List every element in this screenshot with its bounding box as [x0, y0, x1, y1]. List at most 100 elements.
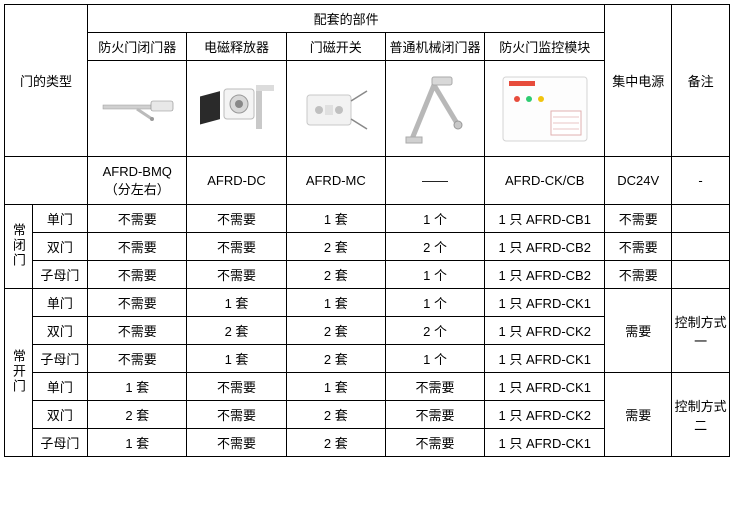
cell: 不需要: [187, 205, 286, 233]
cell: 不需要: [88, 345, 187, 373]
cell: 不需要: [385, 401, 484, 429]
subtype: 单门: [32, 289, 87, 317]
subtype: 双门: [32, 233, 87, 261]
cell: 1 只 AFRD-CK1: [485, 289, 605, 317]
model-comp2: AFRD-DC: [187, 157, 286, 205]
group-closed: 常闭门: [5, 205, 33, 289]
comp2-header: 电磁释放器: [187, 33, 286, 61]
cell: 需要: [605, 289, 672, 373]
comp5-image: [485, 61, 605, 157]
subtype: 子母门: [32, 429, 87, 457]
cell: 1 个: [385, 261, 484, 289]
cell: 1 套: [88, 429, 187, 457]
cell: 1 套: [187, 289, 286, 317]
open-a-single-row: 常开门 单门 不需要 1 套 1 套 1 个 1 只 AFRD-CK1 需要 控…: [5, 289, 730, 317]
components-header: 配套的部件: [88, 5, 605, 33]
cell: 不需要: [385, 373, 484, 401]
cell: 1 只 AFRD-CB2: [485, 261, 605, 289]
comp3-image: [286, 61, 385, 157]
cell: 不需要: [187, 261, 286, 289]
cell: 不需要: [187, 233, 286, 261]
cell: 不需要: [187, 401, 286, 429]
cell: 不需要: [605, 233, 672, 261]
comp4-header: 普通机械闭门器: [385, 33, 484, 61]
cell: [672, 261, 730, 289]
cell: [672, 205, 730, 233]
cell: 1 套: [286, 289, 385, 317]
comp3-header: 门磁开关: [286, 33, 385, 61]
door-closer-icon: [97, 89, 177, 129]
subtype: 双门: [32, 401, 87, 429]
closed-mother-row: 子母门 不需要 不需要 2 套 1 个 1 只 AFRD-CB2 不需要: [5, 261, 730, 289]
cell: 2 套: [286, 429, 385, 457]
model-row-blank: [5, 157, 88, 205]
cell: 2 套: [286, 233, 385, 261]
cell: 不需要: [88, 205, 187, 233]
model-comp1: AFRD-BMQ（分左右）: [88, 157, 187, 205]
note-mode2: 控制方式二: [672, 373, 730, 457]
cell: 2 套: [286, 261, 385, 289]
cell: 1 只 AFRD-CK2: [485, 401, 605, 429]
cell: 2 套: [187, 317, 286, 345]
cell: 2 套: [286, 401, 385, 429]
cell: 1 只 AFRD-CB2: [485, 233, 605, 261]
cell: 2 个: [385, 317, 484, 345]
header-row-1: 门的类型 配套的部件 集中电源 备注: [5, 5, 730, 33]
cell: 1 套: [286, 373, 385, 401]
subtype: 子母门: [32, 261, 87, 289]
cell: 不需要: [605, 205, 672, 233]
subtype: 双门: [32, 317, 87, 345]
model-comp5: AFRD-CK/CB: [485, 157, 605, 205]
subtype: 单门: [32, 205, 87, 233]
electromagnet-icon: [198, 79, 276, 139]
cell: 不需要: [187, 429, 286, 457]
model-comp3: AFRD-MC: [286, 157, 385, 205]
cell: [672, 233, 730, 261]
fire-door-config-table: 门的类型 配套的部件 集中电源 备注 防火门闭门器 电磁释放器 门磁开关 普通机…: [4, 4, 730, 457]
comp5-header: 防火门监控模块: [485, 33, 605, 61]
comp4-image: [385, 61, 484, 157]
cell: 1 只 AFRD-CK1: [485, 429, 605, 457]
cell: 不需要: [88, 233, 187, 261]
cell: 不需要: [385, 429, 484, 457]
model-power: DC24V: [605, 157, 672, 205]
cell: 1 个: [385, 289, 484, 317]
model-comp4: ——: [385, 157, 484, 205]
cell: 不需要: [88, 317, 187, 345]
cell: 2 套: [286, 317, 385, 345]
cell: 不需要: [187, 373, 286, 401]
subtype: 子母门: [32, 345, 87, 373]
group-open: 常开门: [5, 289, 33, 457]
door-magnet-icon: [301, 85, 371, 133]
closed-single-row: 常闭门 单门 不需要 不需要 1 套 1 个 1 只 AFRD-CB1 不需要: [5, 205, 730, 233]
model-notes: -: [672, 157, 730, 205]
cell: 需要: [605, 373, 672, 457]
door-type-header: 门的类型: [5, 5, 88, 157]
cell: 不需要: [88, 261, 187, 289]
subtype: 单门: [32, 373, 87, 401]
open-b-single-row: 单门 1 套 不需要 1 套 不需要 1 只 AFRD-CK1 需要 控制方式二: [5, 373, 730, 401]
cell: 2 个: [385, 233, 484, 261]
cell: 不需要: [88, 289, 187, 317]
cell: 1 套: [88, 373, 187, 401]
closed-double-row: 双门 不需要 不需要 2 套 2 个 1 只 AFRD-CB2 不需要: [5, 233, 730, 261]
cell: 不需要: [605, 261, 672, 289]
cell: 1 只 AFRD-CK2: [485, 317, 605, 345]
cell: 1 只 AFRD-CK1: [485, 373, 605, 401]
mechanical-closer-icon: [400, 71, 470, 147]
monitor-module-icon: [499, 73, 591, 145]
model-row: AFRD-BMQ（分左右） AFRD-DC AFRD-MC —— AFRD-CK…: [5, 157, 730, 205]
cell: 1 只 AFRD-CK1: [485, 345, 605, 373]
notes-header: 备注: [672, 5, 730, 157]
comp1-header: 防火门闭门器: [88, 33, 187, 61]
cell: 2 套: [88, 401, 187, 429]
power-header: 集中电源: [605, 5, 672, 157]
cell: 1 套: [286, 205, 385, 233]
comp1-image: [88, 61, 187, 157]
note-mode1: 控制方式一: [672, 289, 730, 373]
cell: 1 个: [385, 205, 484, 233]
comp2-image: [187, 61, 286, 157]
cell: 2 套: [286, 345, 385, 373]
cell: 1 只 AFRD-CB1: [485, 205, 605, 233]
cell: 1 套: [187, 345, 286, 373]
